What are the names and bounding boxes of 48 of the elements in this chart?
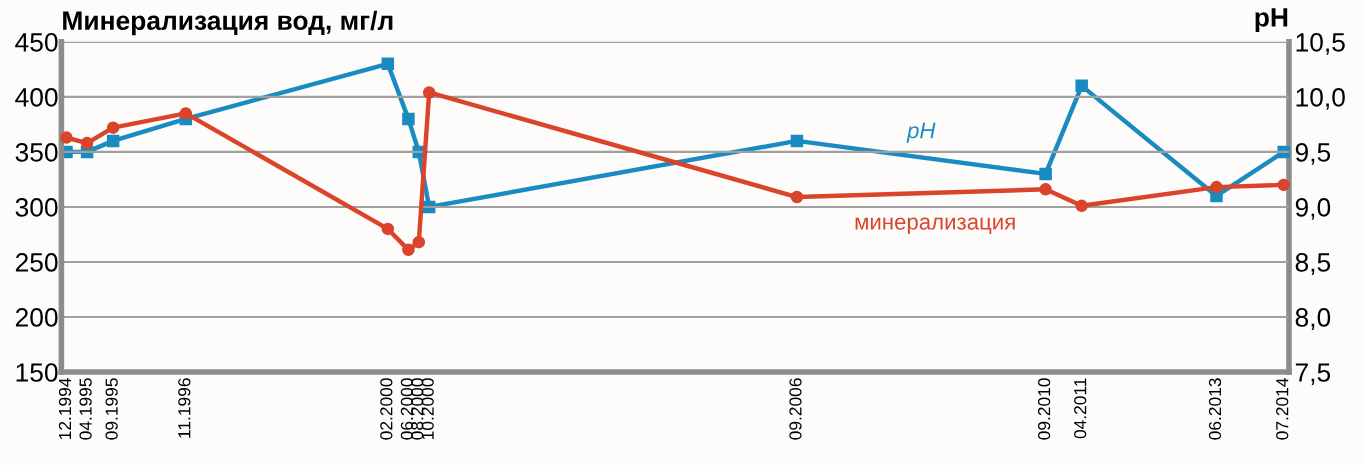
y2-tick-label: 7,5 — [1295, 363, 1331, 385]
point — [1210, 180, 1223, 194]
point — [422, 86, 436, 99]
point — [1075, 79, 1088, 93]
x-tick-label: 06.2000 — [400, 378, 414, 440]
y-tick-label: 450 — [15, 32, 58, 52]
point — [402, 243, 415, 257]
y2-tick-label: 10,5 — [1296, 32, 1345, 55]
y-axis-title: Минерализация вод, мг/л — [63, 10, 393, 36]
y-tick-label: 200 — [15, 308, 58, 327]
y-tick-label: 300 — [15, 198, 58, 217]
y2-tick-label: 9,0 — [1295, 198, 1331, 220]
point — [790, 134, 804, 148]
y2-tick-label: 8,5 — [1295, 253, 1331, 275]
point — [106, 134, 120, 148]
y-tick-label: 250 — [15, 253, 58, 272]
point — [80, 136, 94, 150]
point — [1277, 178, 1290, 192]
x-tick-label: 06.2013 — [1208, 378, 1222, 440]
point — [402, 112, 415, 126]
point — [1039, 167, 1052, 181]
y2-tick-label: 10,0 — [1296, 88, 1345, 110]
point — [1075, 199, 1088, 213]
x-tick-label: 09.2006 — [789, 378, 802, 440]
x-tick-label: 09.1995 — [105, 378, 118, 440]
x-tick-label: 04.2011 — [1074, 378, 1087, 439]
point — [412, 235, 426, 249]
point — [381, 222, 395, 236]
y-tick-label: 350 — [15, 143, 58, 162]
point — [60, 131, 73, 144]
x-tick-label: 11.1996 — [178, 378, 191, 438]
y2-tick-label: 9,5 — [1295, 143, 1331, 165]
series-label: pH — [906, 122, 936, 143]
x-tick-label: 12.1994 — [58, 378, 72, 439]
point — [1039, 183, 1052, 196]
x-tick-label: 09.2010 — [1037, 378, 1051, 440]
point — [381, 57, 395, 71]
point — [790, 190, 804, 204]
y-tick-label: 400 — [15, 88, 58, 107]
x-tick-label: 04.1995 — [79, 378, 92, 440]
x-tick-label: 02.2000 — [380, 378, 393, 440]
point — [106, 121, 120, 134]
x-tick-label: 07.2014 — [1276, 378, 1289, 440]
series-label: минерализация — [855, 217, 1015, 235]
y2-tick-label: 8,0 — [1295, 308, 1331, 330]
y-tick-label: 150 — [16, 363, 58, 382]
point — [179, 107, 193, 120]
y2-axis-title: pH — [1255, 8, 1288, 32]
